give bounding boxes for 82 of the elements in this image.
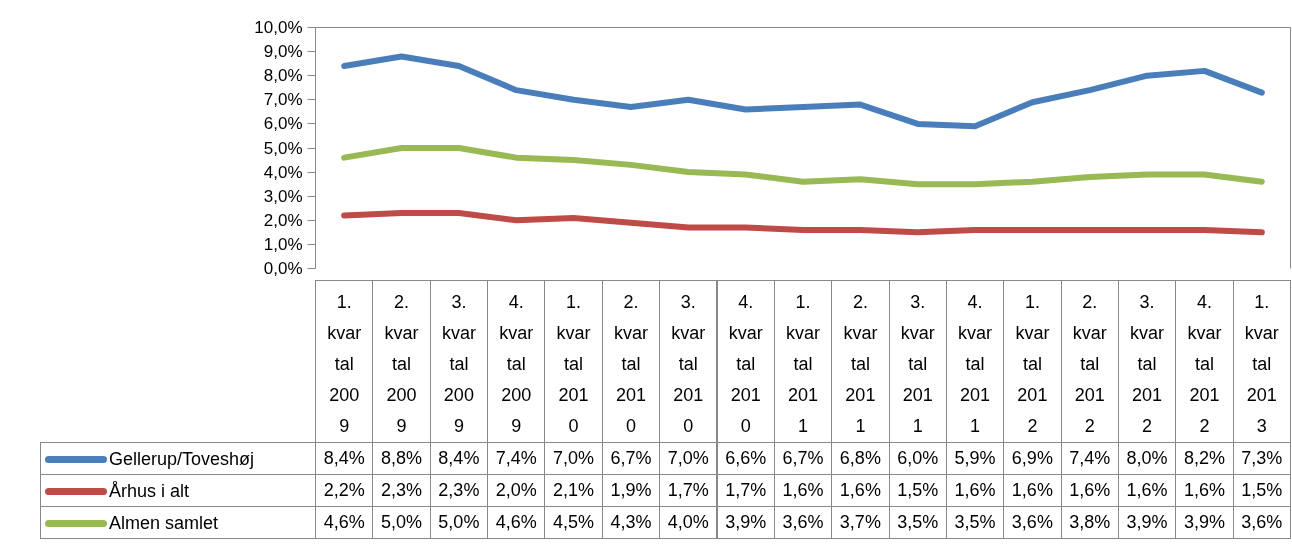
data-label: 1,7% <box>716 474 775 507</box>
data-label: 1,7% <box>659 474 718 507</box>
x-tick-label: 3. kvartal 2012 <box>1129 291 1166 438</box>
y-tick-label: 7,0% <box>263 90 303 110</box>
data-label: 7,3% <box>1232 442 1291 475</box>
data-label: 2,0% <box>487 474 546 507</box>
data-label: 6,7% <box>601 442 661 475</box>
data-label: 2,1% <box>544 474 603 507</box>
data-label: 4,6% <box>487 506 546 539</box>
data-label: 6,6% <box>716 442 775 475</box>
data-label: 4,5% <box>544 506 603 539</box>
x-tick-label: 2. kvartal 2012 <box>1071 291 1108 438</box>
y-tick-label: 8,0% <box>263 66 303 86</box>
data-label: 5,0% <box>372 506 431 539</box>
y-tick-label: 1,0% <box>263 234 303 254</box>
y-tick-label: 9,0% <box>263 42 303 62</box>
x-tick-label: 1. kvartal 2010 <box>555 291 592 438</box>
data-label: 1,9% <box>601 474 661 507</box>
data-label: 1,5% <box>888 474 947 507</box>
x-tick-label: 2. kvartal 2011 <box>842 291 879 438</box>
data-label: 3,6% <box>773 506 833 539</box>
x-tick-label: 1. kvartal 2009 <box>326 291 363 438</box>
x-tick-label: 2. kvartal 2010 <box>613 291 649 438</box>
data-label: 3,5% <box>945 506 1005 539</box>
data-label: 6,7% <box>773 442 833 475</box>
legend-label: Århus i alt <box>109 481 190 502</box>
data-label: 8,4% <box>315 442 374 475</box>
data-label: 1,6% <box>1175 474 1234 507</box>
data-label: 4,3% <box>601 506 661 539</box>
data-label: 6,8% <box>831 442 890 475</box>
y-tick-label: 10,0% <box>254 18 303 37</box>
x-tick-label: 4. kvartal 2011 <box>957 291 994 438</box>
x-tick-label: 4. kvartal 2012 <box>1186 291 1223 438</box>
data-label: 1,6% <box>945 474 1005 507</box>
data-label: 3,7% <box>831 506 890 539</box>
data-label: 3,8% <box>1060 506 1119 539</box>
data-label: 1,6% <box>831 474 890 507</box>
y-tick-label: 3,0% <box>263 186 303 206</box>
data-label: 3,9% <box>716 506 775 539</box>
data-label: 8,0% <box>1117 442 1177 475</box>
data-label: 8,8% <box>372 442 431 475</box>
data-label: 3,5% <box>888 506 947 539</box>
data-label: 4,6% <box>315 506 374 539</box>
data-label: 1,6% <box>1003 474 1062 507</box>
data-label: 2,3% <box>429 474 489 507</box>
data-label: 3,6% <box>1232 506 1291 539</box>
x-tick-label: 4. kvartal 2010 <box>727 291 764 438</box>
x-tick-label: 1. kvartal 2012 <box>1014 291 1051 438</box>
x-tick-label: 3. kvartal 2010 <box>670 291 707 438</box>
data-label: 6,0% <box>888 442 947 475</box>
legend-label: Almen samlet <box>109 513 219 534</box>
data-label: 1,6% <box>1117 474 1177 507</box>
data-label: 1,5% <box>1232 474 1291 507</box>
legend-label: Gellerup/Toveshøj <box>109 449 255 470</box>
x-tick-label: 1. kvartal 2013 <box>1243 291 1280 438</box>
y-tick-label: 4,0% <box>263 162 303 182</box>
x-tick-label: 3. kvartal 2009 <box>440 291 477 438</box>
x-tick-label: 4. kvartal 2009 <box>498 291 535 438</box>
data-label: 7,0% <box>659 442 718 475</box>
data-label: 1,6% <box>1060 474 1119 507</box>
data-label: 1,6% <box>773 474 833 507</box>
data-label: 7,4% <box>487 442 546 475</box>
data-label: 5,9% <box>945 442 1005 475</box>
data-label: 3,9% <box>1117 506 1177 539</box>
data-label: 7,0% <box>544 442 603 475</box>
x-tick-label: 1. kvartal 2011 <box>785 291 821 438</box>
data-label: 8,4% <box>429 442 489 475</box>
x-tick-label: 2. kvartal 2009 <box>383 291 420 438</box>
y-tick-label: 2,0% <box>263 210 303 230</box>
y-tick-label: 0,0% <box>263 259 303 278</box>
x-tick-label: 3. kvartal 2011 <box>899 291 936 438</box>
data-label: 7,4% <box>1060 442 1119 475</box>
data-label: 8,2% <box>1175 442 1234 475</box>
y-tick-label: 6,0% <box>263 114 303 134</box>
data-label: 3,9% <box>1175 506 1234 539</box>
data-label: 2,3% <box>372 474 431 507</box>
y-tick-label: 5,0% <box>263 138 303 158</box>
data-label: 5,0% <box>429 506 489 539</box>
data-label: 4,0% <box>659 506 718 539</box>
data-label: 3,6% <box>1003 506 1062 539</box>
data-label: 6,9% <box>1003 442 1062 475</box>
data-label: 2,2% <box>315 474 374 507</box>
